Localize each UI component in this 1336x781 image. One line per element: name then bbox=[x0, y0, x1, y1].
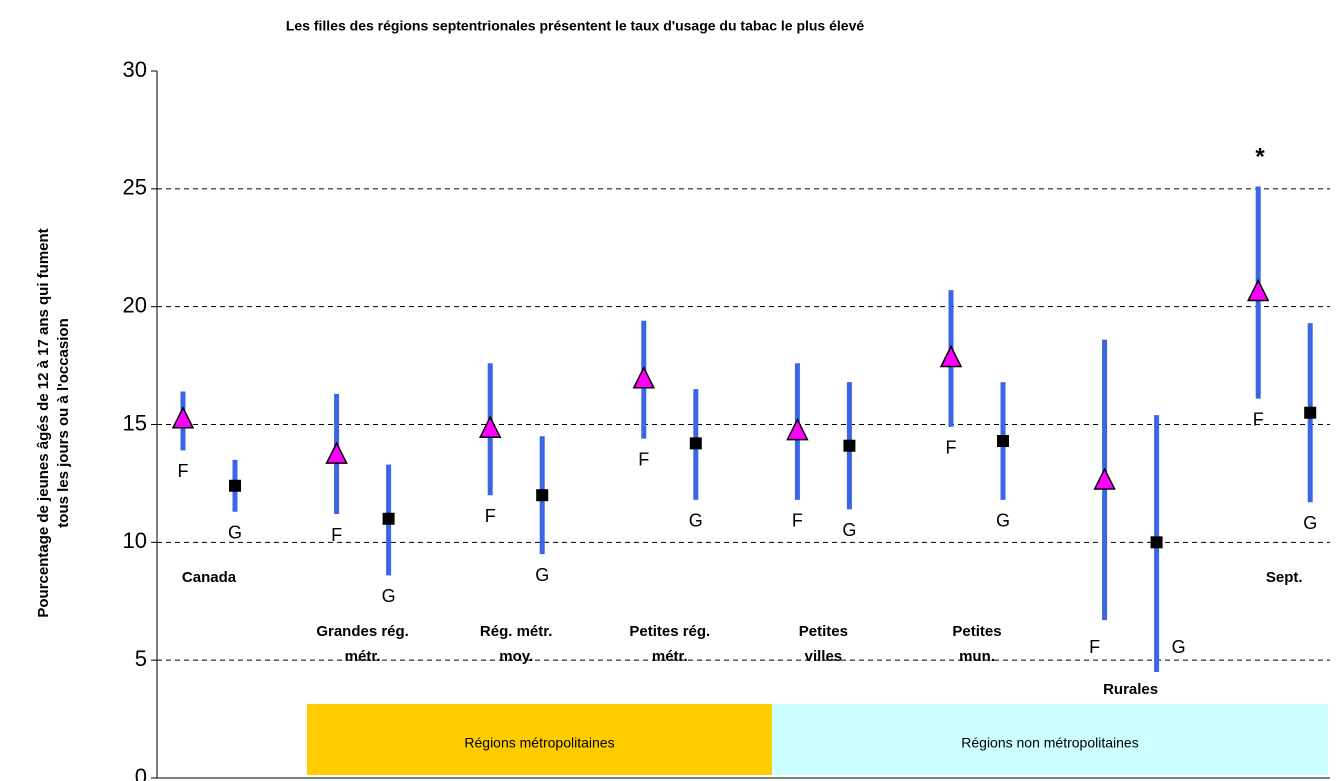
marker-square bbox=[1150, 536, 1163, 549]
marker-square bbox=[997, 434, 1009, 447]
series-label: F bbox=[638, 449, 649, 469]
y-axis-title-line: tous les jours ou à l'occasion bbox=[55, 318, 72, 527]
series-label: G bbox=[228, 522, 242, 542]
marker-triangle bbox=[1246, 278, 1270, 302]
y-tick-label: 20 bbox=[123, 292, 147, 317]
category-label: Rég. métr. bbox=[480, 623, 553, 640]
marker-triangle bbox=[786, 417, 809, 441]
marker-triangle bbox=[478, 415, 502, 438]
y-tick-label: 25 bbox=[123, 175, 147, 200]
series-label: F bbox=[1253, 409, 1264, 429]
marker-triangle bbox=[325, 441, 348, 464]
category-label: Petites bbox=[952, 623, 1001, 640]
marker-triangle bbox=[1093, 467, 1116, 490]
series-label: G bbox=[842, 520, 856, 540]
series-label: F bbox=[1089, 637, 1100, 657]
category-label: métr. bbox=[345, 648, 381, 665]
y-tick-label: 15 bbox=[123, 410, 147, 435]
category-label: Grandes rég. bbox=[316, 623, 409, 640]
marker-square bbox=[229, 479, 241, 492]
y-axis-title: Pourcentage de jeunes âgés de 12 à 17 an… bbox=[35, 228, 72, 617]
y-axis-title-line: Pourcentage de jeunes âgés de 12 à 17 an… bbox=[35, 228, 52, 617]
y-tick-label: 5 bbox=[135, 646, 147, 671]
y-tick-label: 30 bbox=[123, 57, 147, 82]
series-label: G bbox=[535, 565, 549, 585]
series-label: G bbox=[689, 511, 703, 531]
category-label: Petites rég. bbox=[629, 623, 710, 640]
series-label: F bbox=[792, 511, 803, 531]
series-label: F bbox=[178, 461, 189, 481]
region-band bbox=[307, 704, 772, 775]
category-label: Rurales bbox=[1103, 681, 1158, 698]
series-label: F bbox=[485, 506, 496, 526]
chart-title: Les filles des régions septentrionales p… bbox=[286, 18, 865, 34]
series-label: G bbox=[996, 511, 1010, 531]
category-label: Canada bbox=[182, 569, 237, 586]
marker-triangle bbox=[171, 406, 195, 429]
series-label: G bbox=[1172, 637, 1186, 657]
category-label: villes bbox=[805, 648, 843, 665]
marker-square bbox=[1304, 406, 1317, 419]
marker-square bbox=[536, 489, 549, 502]
series-label: G bbox=[1303, 513, 1317, 533]
region-band-label: Régions métropolitaines bbox=[464, 735, 614, 751]
category-label: métr. bbox=[652, 648, 688, 665]
series-label: F bbox=[331, 525, 342, 545]
category-label: Sept. bbox=[1266, 569, 1303, 586]
series-label: G bbox=[382, 586, 396, 606]
category-label: mun. bbox=[959, 648, 995, 665]
marker-square bbox=[382, 512, 395, 525]
annotation: * bbox=[1255, 143, 1265, 170]
region-band bbox=[772, 704, 1328, 775]
region-band-label: Régions non métropolitaines bbox=[961, 735, 1138, 751]
series-label: F bbox=[946, 438, 957, 458]
category-label: moy. bbox=[499, 648, 533, 665]
marker-square bbox=[843, 439, 856, 452]
marker-square bbox=[689, 437, 702, 450]
marker-triangle bbox=[632, 366, 656, 389]
category-label: Petites bbox=[799, 623, 848, 640]
marker-triangle bbox=[939, 344, 963, 368]
y-tick-label: 10 bbox=[123, 528, 147, 553]
y-tick-label: 0 bbox=[135, 764, 147, 781]
